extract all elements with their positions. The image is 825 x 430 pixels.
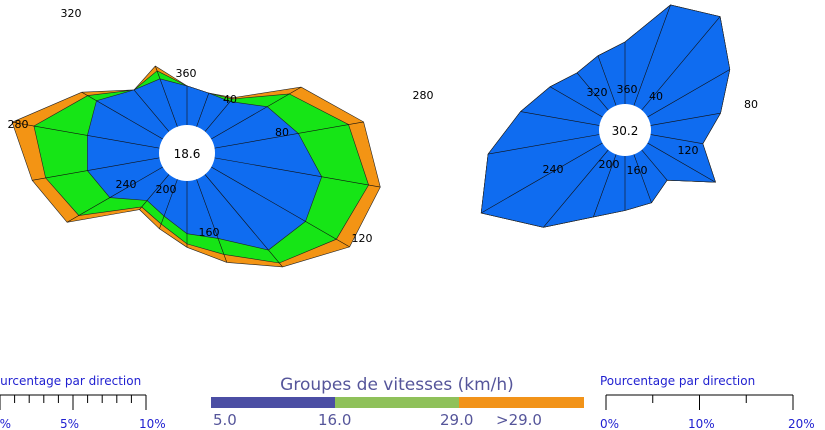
direction-spoke [12,121,188,154]
direction-label: 80 [275,126,289,139]
wind-rose-right: 30.2 320 360 40 80 120 160 200 240 280 [413,4,758,228]
direction-label: 160 [199,226,220,239]
direction-label: 160 [627,164,648,177]
legend-value-2: 29.0 [440,411,473,429]
direction-label: 80 [744,98,758,111]
direction-label: 360 [617,83,638,96]
center-value: 18.6 [174,147,201,161]
scale-title: Pourcentage par direction [600,374,755,388]
direction-spoke [186,121,364,154]
direction-label: 120 [678,144,699,157]
legend-value-3: >29.0 [496,411,542,429]
legend-swatch-2 [335,397,459,408]
wind-rose-left: 18.6 320 360 40 80 120 160 200 240 280 [8,7,381,268]
scale-tick-0: 0% [600,417,619,430]
scale-tick-1: 10% [688,417,715,430]
calm-circle [599,104,651,156]
center-value: 30.2 [612,124,639,138]
legend-value-1: 16.0 [318,411,351,429]
percent-scale-left: Pourcentage par direction 0% 5% 10% [0,374,166,430]
speed-legend: Groupes de vitesses (km/h) 5.0 16.0 29.0… [211,375,584,429]
direction-label: 240 [543,163,564,176]
legend-swatch-1 [211,397,335,408]
calm-circle [159,125,215,181]
direction-label: 360 [176,67,197,80]
scale-tick-0: 0% [0,417,11,430]
direction-label: 320 [61,7,82,20]
scale-tick-2: 20% [788,417,815,430]
direction-spoke [481,129,626,214]
direction-label: 280 [413,89,434,102]
direction-spoke [186,152,350,248]
direction-label: 120 [352,232,373,245]
scale-tick-1: 5% [60,417,79,430]
direction-label: 200 [599,158,620,171]
legend-title: Groupes de vitesses (km/h) [280,375,514,395]
direction-label: 200 [156,183,177,196]
percent-scale-right: Pourcentage par direction 0% 10% 20% [600,374,815,430]
legend-swatch-3 [459,397,584,408]
direction-label: 280 [8,118,29,131]
scale-title: Pourcentage par direction [0,374,141,388]
direction-label: 320 [587,86,608,99]
scale-tick-2: 10% [139,417,166,430]
direction-label: 40 [223,93,237,106]
direction-label: 240 [116,178,137,191]
legend-value-0: 5.0 [213,411,237,429]
direction-label: 40 [649,90,663,103]
direction-spoke [186,152,381,188]
